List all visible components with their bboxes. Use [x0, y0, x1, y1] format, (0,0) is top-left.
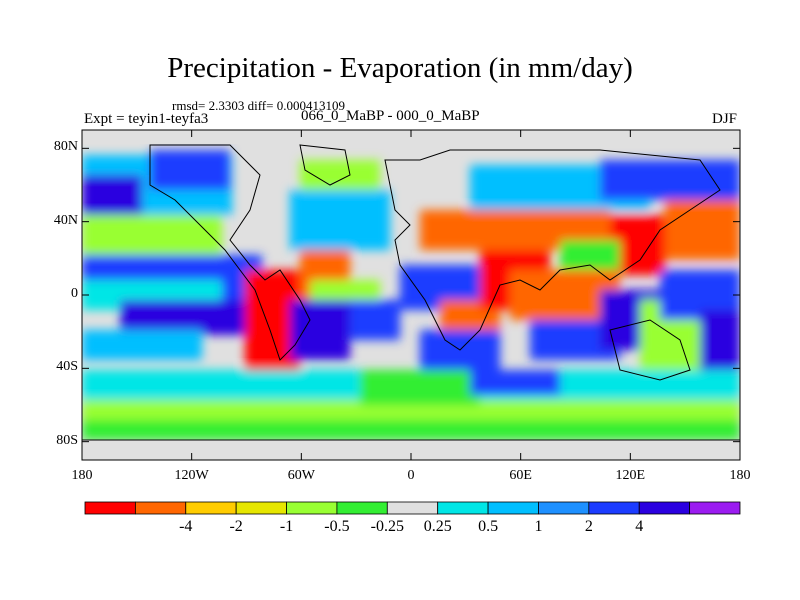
- colorbar-label: 1: [534, 518, 543, 535]
- lat-tick-label: 80S: [56, 432, 78, 448]
- colorbar-label: 2: [584, 518, 593, 535]
- afro-eurasia-outline: [384, 149, 721, 351]
- lat-tick-label: 0: [71, 286, 78, 301]
- americas-outline: [149, 144, 311, 361]
- colorbar: [84, 501, 741, 515]
- colorbar-swatch: [286, 501, 338, 515]
- colorbar-label: -2: [229, 518, 243, 535]
- colorbar-swatch: [235, 501, 287, 515]
- anomaly-field: [82, 130, 740, 460]
- colorbar-swatch: [437, 501, 489, 515]
- colorbar-swatch: [84, 501, 136, 515]
- greenland-outline: [299, 144, 351, 186]
- period-label: 066_0_MaBP - 000_0_MaBP: [301, 108, 480, 124]
- lon-tick-label: 60E: [509, 468, 532, 483]
- colorbar-swatch: [538, 501, 590, 515]
- chart-title: Precipitation - Evaporation (in mm/day): [167, 52, 633, 84]
- lat-tick-label: 40N: [53, 212, 78, 228]
- lon-tick-label: 180: [71, 468, 93, 483]
- colorbar-swatch: [336, 501, 388, 515]
- lon-tick-label: 0: [407, 468, 415, 483]
- colorbar-swatch: [588, 501, 640, 515]
- experiment-label: Expt = teyin1-teyfa3: [84, 111, 209, 127]
- lon-tick-label: 120W: [174, 468, 209, 483]
- lat-tick-label: 40S: [56, 359, 78, 375]
- colorbar-label: -1: [279, 518, 294, 535]
- colorbar-label: 4: [635, 518, 644, 535]
- lon-tick-label: 120E: [615, 468, 646, 483]
- season-label: DJF: [712, 111, 738, 127]
- colorbar-label: -0.5: [324, 518, 350, 535]
- colorbar-swatch: [185, 501, 237, 515]
- stats-line: rmsd= 2.3303 diff= 0.000413109: [172, 98, 345, 113]
- colorbar-swatch: [689, 501, 741, 515]
- colorbar-swatch: [638, 501, 691, 515]
- australia-outline: [609, 319, 691, 381]
- colorbar-label: -0.25: [370, 518, 404, 535]
- colorbar-swatch: [134, 501, 187, 515]
- colorbar-label: 0.25: [423, 518, 452, 535]
- lat-tick-label: 80N: [53, 139, 78, 155]
- colorbar-swatch: [386, 501, 439, 515]
- colorbar-swatch: [487, 501, 539, 515]
- lon-tick-label: 180: [729, 468, 751, 483]
- axis-ticks: [81, 130, 741, 460]
- colorbar-label: 0.5: [478, 518, 499, 535]
- colorbar-label: -4: [179, 518, 193, 535]
- lon-tick-label: 60W: [287, 468, 315, 483]
